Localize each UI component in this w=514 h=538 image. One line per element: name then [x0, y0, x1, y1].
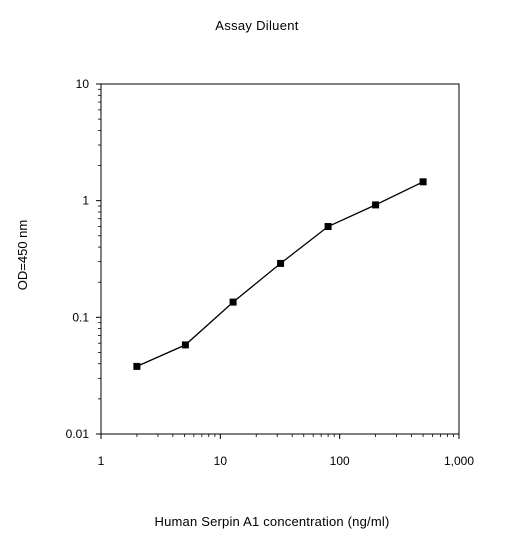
- y-tick-label: 0.01: [66, 427, 90, 441]
- x-tick-label: 10: [214, 454, 228, 468]
- y-axis-label: OD=450 nm: [15, 220, 30, 290]
- series-line: [136, 181, 424, 367]
- x-tick-label: 1: [98, 454, 105, 468]
- data-point: [324, 223, 332, 230]
- y-tick-label: 1: [82, 194, 89, 208]
- y-tick-label: 0.1: [72, 310, 89, 324]
- y-tick-label: 10: [76, 77, 90, 91]
- data-point: [229, 298, 237, 306]
- x-tick-label: 100: [330, 454, 350, 468]
- data-point: [133, 362, 141, 370]
- x-axis-label: Human Serpin A1 concentration (ng/ml): [154, 514, 390, 529]
- data-point: [181, 341, 189, 349]
- series-layer: [133, 178, 427, 370]
- data-point: [277, 259, 285, 267]
- data-point: [419, 178, 427, 186]
- data-point: [372, 201, 380, 209]
- axes-layer: 0.01 0.1 1 10 1 10 100 1,000: [66, 77, 475, 468]
- x-tick-label: 1,000: [444, 454, 474, 468]
- plot-frame: [100, 83, 460, 435]
- chart-title: Assay Diluent: [215, 18, 299, 33]
